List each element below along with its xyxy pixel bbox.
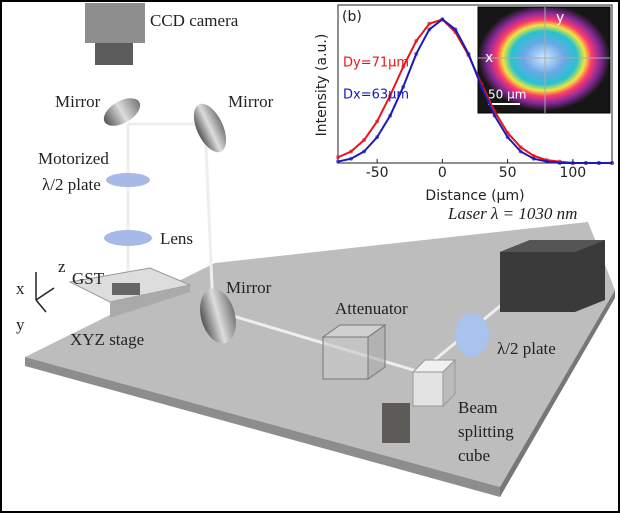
- panel-label: (b): [342, 9, 362, 25]
- beam-dump: [382, 403, 410, 443]
- label: splitting: [458, 422, 514, 441]
- label: Laser λ = 1030 nm: [447, 204, 577, 223]
- ccd-camera: [85, 3, 145, 43]
- label: Mirror: [226, 278, 272, 297]
- label: Mirror: [228, 92, 274, 111]
- waveplate: [455, 313, 489, 357]
- image-label: y: [556, 10, 564, 26]
- axis-label: y: [16, 315, 25, 334]
- legend-label: Dy=71μm: [343, 56, 409, 71]
- figure: z x y CCD camera Mirror Mirror Motorized…: [0, 0, 620, 513]
- x-tick-label: 0: [438, 165, 447, 181]
- label: Beam: [458, 398, 498, 417]
- image-label: x: [485, 50, 493, 66]
- sample: [112, 283, 140, 295]
- ccd-camera: [95, 43, 133, 65]
- label: λ/2 plate: [497, 339, 556, 358]
- label: Motorized: [38, 149, 109, 168]
- label: cube: [458, 446, 490, 465]
- legend-label: Dx=63μm: [343, 88, 409, 103]
- label: XYZ stage: [70, 330, 144, 349]
- x-tick-label: 100: [559, 165, 586, 181]
- beam-splitter: [413, 372, 443, 406]
- label: GST: [72, 269, 105, 288]
- label: CCD camera: [150, 11, 239, 30]
- image-label: 50 μm: [488, 88, 526, 102]
- lens: [104, 230, 152, 246]
- y-axis-title: Intensity (a.u.): [314, 34, 330, 137]
- label: Attenuator: [335, 299, 408, 318]
- x-tick-label: 50: [499, 165, 517, 181]
- axis-label: x: [16, 279, 25, 298]
- axis-label: z: [58, 257, 66, 276]
- waveplate: [106, 173, 150, 187]
- attenuator: [323, 337, 368, 379]
- label: Lens: [160, 229, 193, 248]
- label: Mirror: [55, 92, 101, 111]
- label: λ/2 plate: [42, 175, 101, 194]
- x-tick-label: -50: [366, 165, 389, 181]
- x-axis-title: Distance (μm): [425, 188, 524, 204]
